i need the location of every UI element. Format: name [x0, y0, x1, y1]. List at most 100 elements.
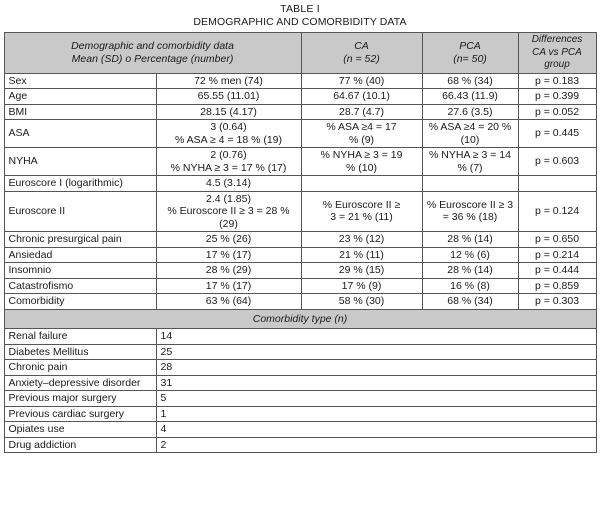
row-value-all: 4.5 (3.14)	[155, 175, 302, 192]
row-value-all-line1: 28.15 (4.17)	[200, 105, 257, 118]
row-value-ca: 77 % (40)	[300, 72, 423, 89]
row-value-p: p = 0.183	[517, 72, 597, 89]
row-value-all: 63 % (64)	[155, 293, 302, 310]
comorbidity-label: Diabetes Mellitus	[3, 343, 157, 360]
row-value-ca: % NYHA ≥ 3 = 19 % (10)	[300, 147, 423, 176]
row-value-all: 72 % men (74)	[155, 72, 302, 89]
header-demographic-line2: Mean (SD) o Percentage (number)	[71, 52, 234, 65]
header-cell-pca: PCA (n= 50)	[421, 32, 519, 74]
header-cell-demographic: Demographic and comorbidity data Mean (S…	[3, 32, 302, 74]
row-value-ca-line1: 21 % (11)	[339, 248, 384, 261]
row-value-all: 65.55 (11.01)	[155, 88, 302, 105]
row-value-ca: % ASA ≥4 = 17 % (9)	[300, 119, 423, 148]
row-value-p: p = 0.124	[517, 190, 597, 232]
table-row: ASA 3 (0.64) % ASA ≥ 4 = 18 % (19) % ASA…	[3, 119, 597, 148]
row-value-pca: % ASA ≥4 = 20 % (10)	[421, 119, 519, 148]
row-value-pca: 66.43 (11.9)	[421, 88, 519, 105]
row-value-ca: 17 % (9)	[300, 277, 423, 294]
row-value-ca-line2: % (9)	[348, 133, 375, 146]
table-row: Euroscore II 2.4 (1.85) % Euroscore II ≥…	[3, 190, 597, 232]
row-value-ca: % Euroscore II ≥ 3 = 21 % (11)	[300, 190, 423, 232]
table-row: Ansiedad 17 % (17) 21 % (11) 12 % (6) p …	[3, 246, 597, 263]
row-value-pca-line1: 66.43 (11.9)	[442, 90, 498, 102]
row-value-pca-line1: 12 % (6)	[450, 248, 490, 261]
row-value-p: p = 0.444	[517, 262, 597, 279]
row-value-pca-line1: % ASA ≥4 = 20 %	[428, 121, 512, 133]
row-value-all-line1: 2.4 (1.85)	[206, 192, 251, 205]
row-value-pca-line1: % Euroscore II ≥ 3	[426, 198, 514, 211]
table-header-row: Demographic and comorbidity data Mean (S…	[3, 32, 597, 74]
table-number: TABLE I	[280, 3, 320, 15]
header-differences-line3: group	[544, 59, 570, 70]
comorbidity-value: 4	[155, 421, 597, 438]
list-item: Previous cardiac surgery 1	[3, 405, 597, 422]
row-value-ca-line2: % (10)	[346, 161, 377, 174]
row-value-all-line1: 17 % (17)	[205, 279, 252, 292]
comorbidity-label: Drug addiction	[3, 436, 157, 453]
row-value-pca-line2: % (7)	[457, 161, 483, 174]
row-label: Age	[3, 88, 157, 105]
row-value-all-line2: % Euroscore II ≥ 3 = 28 % (29)	[167, 205, 290, 230]
row-value-p: p = 0.399	[517, 88, 597, 105]
row-label: Sex	[3, 72, 157, 89]
row-value-p: p = 0.650	[517, 231, 597, 248]
header-pca-n: (n= 50)	[453, 52, 487, 65]
header-ca-n: (n = 52)	[343, 52, 380, 65]
row-value-p: p = 0.445	[517, 119, 597, 148]
row-label: Catastrofismo	[3, 277, 157, 294]
comorbidity-value: 2	[155, 436, 597, 453]
row-value-ca-line1: 29 % (15)	[338, 264, 385, 276]
row-value-all: 2.4 (1.85) % Euroscore II ≥ 3 = 28 % (29…	[155, 190, 302, 232]
header-cell-differences: Differences CA vs PCA group	[517, 32, 597, 74]
list-item: Diabetes Mellitus 25	[3, 343, 597, 360]
row-value-ca-line1: % ASA ≥4 = 17	[326, 121, 397, 133]
row-value-all-line1: 28 % (29)	[205, 264, 252, 276]
table-row: NYHA 2 (0.76) % NYHA ≥ 3 = 17 % (17) % N…	[3, 147, 597, 176]
row-value-pca: 68 % (34)	[421, 72, 519, 89]
row-value-pca-line2: (10)	[460, 133, 480, 146]
row-value-all-line1: 25 % (26)	[205, 233, 252, 245]
row-value-ca	[300, 175, 423, 192]
row-value-pca-line1: 68 % (34)	[447, 74, 493, 87]
list-item: Opiates use 4	[3, 421, 597, 438]
demographic-comorbidity-table: Demographic and comorbidity data Mean (S…	[3, 32, 597, 453]
header-differences-line2: CA vs PCA	[532, 46, 582, 58]
comorbidity-label: Renal failure	[3, 328, 157, 345]
row-value-pca-line1: 27.6 (3.5)	[447, 105, 493, 118]
row-value-pca-line1: 16 % (8)	[450, 279, 490, 292]
row-value-ca-line1: 77 % (40)	[338, 74, 385, 87]
row-label: Ansiedad	[3, 246, 157, 263]
table-row: Age 65.55 (11.01) 64.67 (10.1) 66.43 (11…	[3, 88, 597, 105]
row-value-all-line1: 72 % men (74)	[194, 74, 263, 87]
row-value-all-line1: 65.55 (11.01)	[197, 90, 260, 102]
table-row: Insomnio 28 % (29) 29 % (15) 28 % (14) p…	[3, 262, 597, 279]
row-value-pca: 27.6 (3.5)	[421, 103, 519, 120]
row-value-ca: 21 % (11)	[300, 246, 423, 263]
row-value-pca: 12 % (6)	[421, 246, 519, 263]
row-value-pca-line1: 28 % (14)	[447, 233, 493, 245]
row-value-ca-line1: % Euroscore II ≥	[322, 198, 401, 211]
row-value-ca: 64.67 (10.1)	[300, 88, 423, 105]
row-value-ca-line1: 28.7 (4.7)	[339, 105, 384, 118]
comorbidity-label: Chronic pain	[3, 359, 157, 376]
list-item: Chronic pain 28	[3, 359, 597, 376]
comorbidity-value: 5	[155, 390, 597, 407]
row-value-ca: 23 % (12)	[300, 231, 423, 248]
comorbidity-label: Anxiety–depressive disorder	[3, 374, 157, 391]
comorbidity-label: Opiates use	[3, 421, 157, 438]
comorbidity-value: 1	[155, 405, 597, 422]
row-value-all-line1: 63 % (64)	[205, 295, 252, 307]
row-value-pca-line1: 68 % (34)	[447, 295, 493, 307]
table-row: Sex 72 % men (74) 77 % (40) 68 % (34) p …	[3, 72, 597, 89]
table-row: Euroscore I (logarithmic) 4.5 (3.14)	[3, 175, 597, 192]
header-demographic-line1: Demographic and comorbidity data	[71, 40, 234, 53]
list-item: Renal failure 14	[3, 328, 597, 345]
comorbidity-label: Previous major surgery	[3, 390, 157, 407]
row-value-ca: 58 % (30)	[300, 293, 423, 310]
row-value-all-line1: 3 (0.64)	[210, 121, 247, 133]
row-label: NYHA	[3, 147, 157, 176]
comorbidity-type-heading: Comorbidity type (n)	[3, 308, 597, 329]
list-item: Previous major surgery 5	[3, 390, 597, 407]
table-row: Catastrofismo 17 % (17) 17 % (9) 16 % (8…	[3, 277, 597, 294]
row-value-pca: 28 % (14)	[421, 231, 519, 248]
